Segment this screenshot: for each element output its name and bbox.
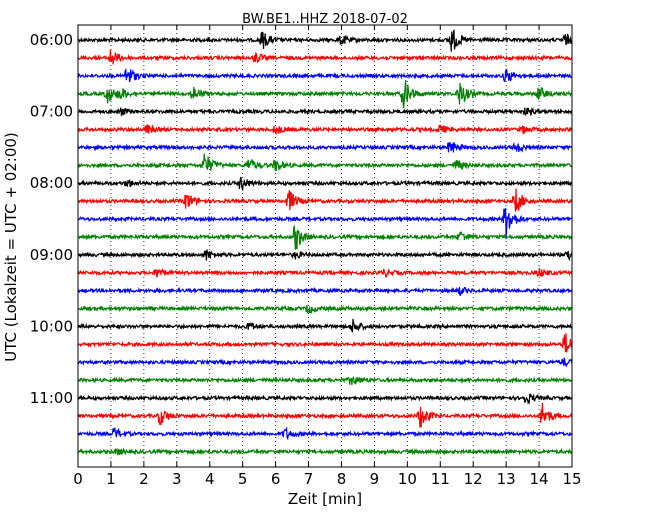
y-tick-label: 11:00 (30, 389, 73, 407)
x-tick-label: 4 (205, 470, 215, 488)
trace-line (77, 304, 573, 315)
y-tick-label: 08:00 (30, 174, 73, 192)
x-tick-label: 14 (530, 470, 549, 488)
trace-line (77, 357, 573, 368)
x-tick-label: 13 (497, 470, 516, 488)
y-axis-label: UTC (Lokalzeit = UTC + 02:00) (2, 132, 20, 362)
trace-line (77, 249, 573, 262)
trace-line (77, 106, 573, 117)
trace-line (77, 176, 573, 192)
x-tick-label: 15 (562, 470, 581, 488)
y-tick-label: 09:00 (30, 246, 73, 264)
grid-layer (110, 25, 540, 467)
x-tick-label: 5 (238, 470, 248, 488)
plot-background (78, 25, 572, 467)
x-tick-label: 1 (106, 470, 116, 488)
trace-line (77, 141, 573, 154)
trace-line (77, 402, 573, 428)
x-tick-label: 8 (337, 470, 347, 488)
trace-line (77, 188, 573, 212)
trace-line (77, 49, 573, 65)
x-tick-label: 2 (139, 470, 149, 488)
x-tick-label: 12 (464, 470, 483, 488)
trace-line (77, 79, 573, 109)
x-tick-label: 10 (398, 470, 417, 488)
x-axis-label: Zeit [min] (288, 490, 362, 508)
trace-line (77, 333, 573, 353)
x-tick-label: 0 (73, 470, 83, 488)
y-tick-label: 06:00 (30, 31, 73, 49)
y-tick-label: 07:00 (30, 103, 73, 121)
chart-title: BW.BE1..HHZ 2018-07-02 (242, 12, 408, 27)
trace-line (77, 67, 573, 83)
trace-line (77, 267, 573, 279)
trace-line (77, 29, 573, 52)
trace-layer (77, 29, 573, 456)
y-tick-label: 10:00 (30, 317, 73, 335)
trace-line (77, 447, 573, 456)
trace-line (77, 286, 573, 296)
x-tick-label: 7 (304, 470, 314, 488)
trace-line (77, 393, 573, 405)
trace-line (77, 376, 573, 386)
trace-line (77, 207, 573, 240)
trace-line (77, 224, 573, 250)
trace-line (77, 124, 573, 135)
tick-layer: 0 1 2 3 4 5 6 7 8 9 10 11 12 13 14 1506:0007:0008:0009:… (30, 25, 582, 488)
x-tick-label: 11 (431, 470, 450, 488)
x-tick-label: 9 (370, 470, 380, 488)
trace-line (77, 318, 573, 333)
x-tick-label: 6 (271, 470, 281, 488)
trace-line (77, 153, 573, 172)
x-tick-label: 3 (172, 470, 182, 488)
plot-frame (77, 24, 573, 468)
trace-line (77, 426, 573, 441)
